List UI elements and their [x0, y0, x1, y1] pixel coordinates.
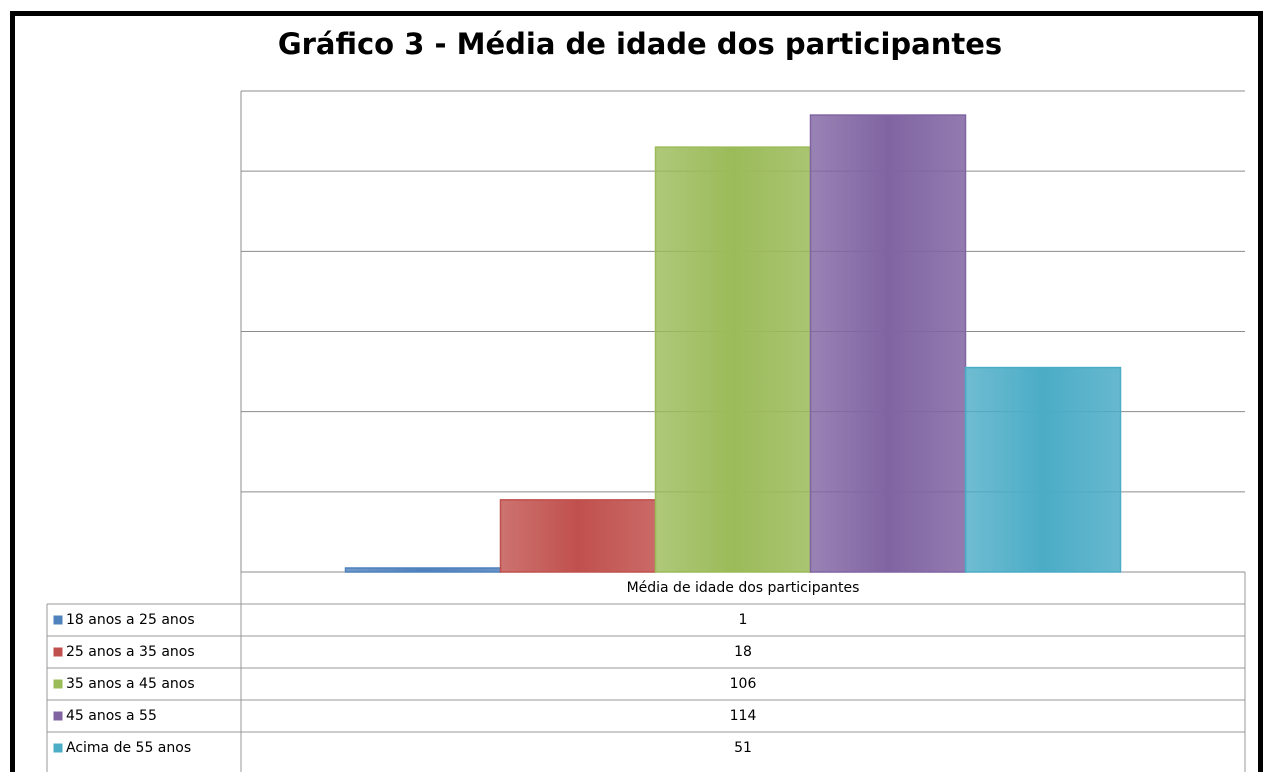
legend-label: Acima de 55 anos [66, 740, 191, 756]
bar [344, 567, 502, 573]
legend-label: 35 anos a 45 anos [66, 676, 195, 692]
chart-title: Gráfico 3 - Média de idade dos participa… [278, 27, 1002, 61]
frame-right [1258, 11, 1263, 772]
frame-top [10, 11, 1263, 16]
value-label: 51 [734, 740, 752, 756]
bar [964, 366, 1122, 573]
legend-label: 18 anos a 25 anos [66, 612, 195, 628]
frame-left [10, 11, 15, 772]
legend-key [52, 710, 64, 722]
value-label: 114 [730, 708, 757, 724]
legend-key [52, 678, 64, 690]
legend-label: 25 anos a 35 anos [66, 644, 195, 660]
legend-key [52, 614, 64, 626]
category-label: Média de idade dos participantes [627, 580, 860, 596]
legend-key [52, 646, 64, 658]
bar [809, 114, 967, 573]
value-label: 1 [739, 612, 748, 628]
bar [499, 499, 657, 573]
value-label: 106 [730, 676, 757, 692]
bar [654, 146, 812, 573]
value-label: 18 [734, 644, 752, 660]
legend-label: 45 anos a 55 [66, 708, 157, 724]
legend-key [52, 742, 64, 754]
